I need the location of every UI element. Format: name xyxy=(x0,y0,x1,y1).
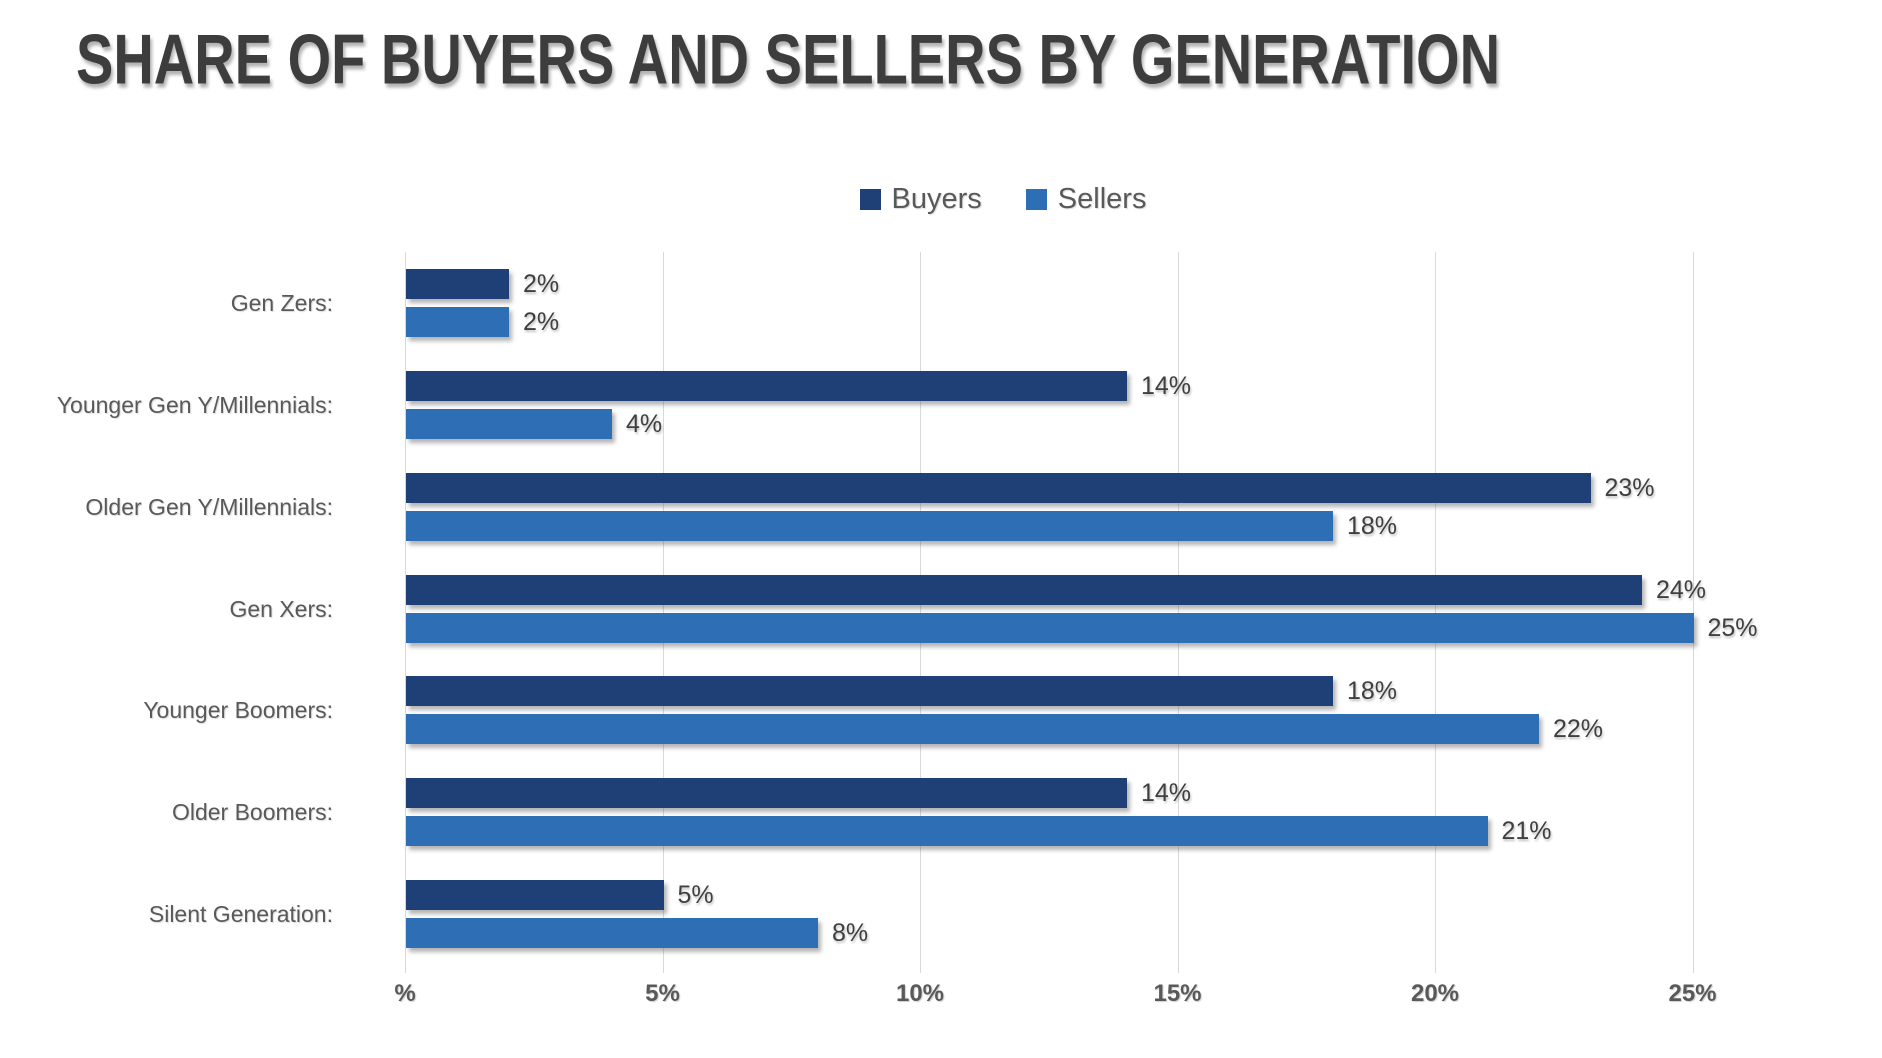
sellers-value-label: 2% xyxy=(523,307,560,336)
buyers-bar xyxy=(406,370,1127,401)
sellers-value-label: 21% xyxy=(1501,817,1552,846)
legend-label-buyers: Buyers xyxy=(891,183,982,215)
x-tick-label: % xyxy=(394,980,416,1007)
buyers-value-label: 5% xyxy=(677,881,714,910)
category-label: Younger Boomers: xyxy=(143,697,333,724)
buyers-value-label: 14% xyxy=(1141,371,1192,400)
buyers-value-label: 23% xyxy=(1604,473,1655,502)
sellers-value-label: 18% xyxy=(1347,511,1398,540)
buyers-bar xyxy=(406,472,1591,503)
sellers-swatch-icon xyxy=(1025,188,1047,210)
category-label: Gen Xers: xyxy=(229,595,333,622)
sellers-value-label: 4% xyxy=(626,409,663,438)
category-label: Silent Generation: xyxy=(148,901,333,928)
category-label: Older Boomers: xyxy=(171,799,333,826)
buyers-bar xyxy=(406,574,1642,605)
legend: Buyers Sellers xyxy=(62,183,1882,215)
buyers-swatch-icon xyxy=(859,188,881,210)
x-tick-label: 15% xyxy=(1153,980,1202,1007)
sellers-bar xyxy=(406,510,1333,541)
buyers-value-label: 14% xyxy=(1141,779,1192,808)
buyers-value-label: 2% xyxy=(523,269,560,298)
gridline xyxy=(405,252,406,973)
legend-item-sellers: Sellers xyxy=(1025,183,1147,215)
legend-item-buyers: Buyers xyxy=(859,183,982,215)
buyers-bar xyxy=(406,676,1333,707)
x-tick-label: 20% xyxy=(1410,980,1460,1007)
sellers-bar xyxy=(406,408,612,439)
category-label: Older Gen Y/Millennials: xyxy=(85,493,333,520)
sellers-bar xyxy=(406,918,818,949)
buyers-bar xyxy=(406,778,1127,809)
buyers-bar xyxy=(406,268,509,299)
buyers-bar xyxy=(406,880,664,911)
sellers-bar xyxy=(406,816,1488,847)
category-label: Gen Zers: xyxy=(230,289,333,316)
sellers-value-label: 8% xyxy=(832,919,869,948)
sellers-value-label: 22% xyxy=(1553,715,1604,744)
legend-label-sellers: Sellers xyxy=(1057,183,1147,215)
sellers-bar xyxy=(406,714,1539,745)
sellers-bar xyxy=(406,306,509,337)
buyers-value-label: 18% xyxy=(1347,677,1398,706)
sellers-bar xyxy=(406,612,1694,643)
x-tick-label: 5% xyxy=(645,980,680,1007)
category-label: Younger Gen Y/Millennials: xyxy=(56,391,333,418)
x-tick-label: 10% xyxy=(895,980,945,1007)
buyers-value-label: 24% xyxy=(1656,575,1707,604)
chart-title: SHARE OF BUYERS AND SELLERS BY GENERATIO… xyxy=(76,19,1501,99)
x-tick-label: 25% xyxy=(1668,980,1717,1007)
sellers-value-label: 25% xyxy=(1707,613,1758,642)
